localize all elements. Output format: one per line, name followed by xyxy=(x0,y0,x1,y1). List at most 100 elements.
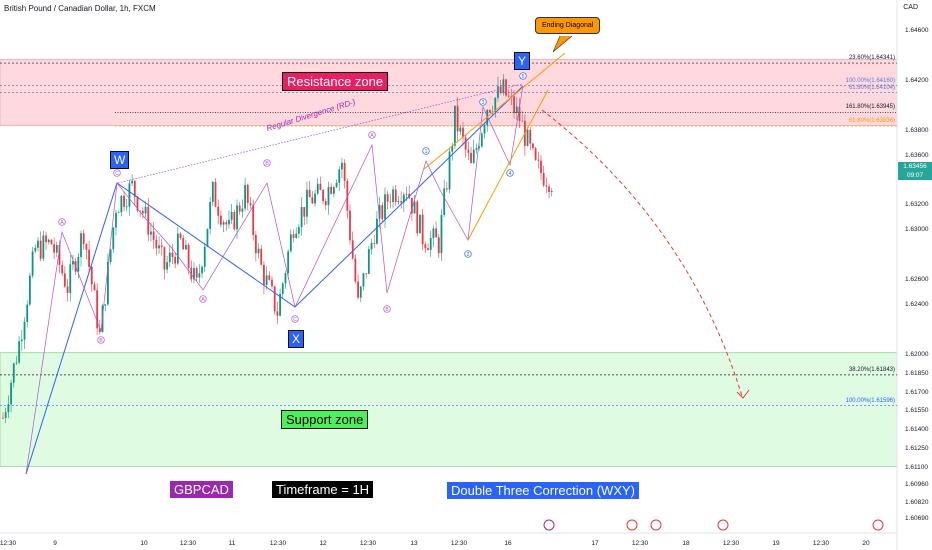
sub-wave-marker xyxy=(113,169,121,177)
sub-wave-label: 4 xyxy=(509,171,512,177)
sub-wave-label: A xyxy=(60,220,64,226)
candle-body xyxy=(279,293,281,316)
candle-body xyxy=(195,268,198,278)
candle-body xyxy=(265,275,268,286)
candle-body xyxy=(400,201,403,203)
candle-body xyxy=(378,205,381,219)
candle-body xyxy=(63,273,66,287)
candle-body xyxy=(206,228,209,247)
candle-body xyxy=(443,188,446,216)
candle-body xyxy=(341,162,343,170)
candle-body xyxy=(198,273,201,278)
candle-body xyxy=(152,231,155,240)
candle-body xyxy=(386,194,389,202)
candle-body xyxy=(128,183,131,207)
wave-y-badge: Y xyxy=(514,52,531,70)
candle-body xyxy=(381,205,384,220)
candle-body xyxy=(351,240,354,259)
candle-body xyxy=(440,215,443,254)
sub-wave-marker xyxy=(464,250,472,258)
candle-body xyxy=(416,201,419,234)
candle-body xyxy=(190,267,193,280)
candle-body xyxy=(144,206,147,214)
candle-body xyxy=(166,262,168,270)
candle-body xyxy=(316,183,319,194)
candle-body xyxy=(454,105,456,146)
candle-body xyxy=(502,79,505,94)
time-tick: 17 xyxy=(591,540,599,547)
candle-body xyxy=(322,190,325,202)
candle-body xyxy=(276,311,279,316)
candle-body xyxy=(456,105,459,132)
candle-body xyxy=(421,214,424,245)
price-tick: 1.64600 xyxy=(905,26,929,34)
candle-body xyxy=(241,208,244,212)
pattern-label: Double Three Correction (WXY) xyxy=(447,482,639,499)
candle-body xyxy=(483,125,486,134)
price-tick: 1.61550 xyxy=(905,407,929,415)
candle-body xyxy=(542,172,545,186)
price-tick: 1.60820 xyxy=(905,498,929,506)
candle-body xyxy=(133,180,136,197)
diagonal-upper xyxy=(422,52,566,171)
candle-body xyxy=(263,264,265,286)
candle-body xyxy=(260,248,263,265)
time-tick: 12:30 xyxy=(269,540,287,547)
wave-x-badge: X xyxy=(288,330,305,348)
candle-body xyxy=(343,162,346,181)
candle-body xyxy=(338,169,341,183)
candle-body xyxy=(26,304,29,322)
candle-body xyxy=(139,210,142,212)
candle-body xyxy=(545,185,548,187)
candle-body xyxy=(405,193,408,195)
candle-body xyxy=(365,273,368,275)
candle-body xyxy=(529,129,532,144)
time-tick: 12:30 xyxy=(0,540,17,547)
time-tick: 9 xyxy=(53,540,57,547)
price-tick: 1.62400 xyxy=(905,301,929,309)
time-tick: 18 xyxy=(682,540,690,547)
candle-body xyxy=(42,235,45,259)
candle-body xyxy=(499,86,502,94)
candle-body xyxy=(117,212,120,214)
sub-wave-marker xyxy=(199,295,207,303)
candle-body xyxy=(462,127,464,138)
candle-body xyxy=(174,256,177,264)
candle-body xyxy=(532,143,534,149)
candle-body xyxy=(29,275,31,305)
sub-wave-label: 5 xyxy=(522,74,525,80)
candle-body xyxy=(373,242,376,244)
sub-wave-label: B xyxy=(265,161,269,167)
candle-body xyxy=(346,180,349,211)
time-tick: 16 xyxy=(504,540,512,547)
candle-body xyxy=(131,180,134,184)
candle-body xyxy=(168,252,171,263)
time-tick: 20 xyxy=(862,540,870,547)
sub-wave-label: 2 xyxy=(467,252,470,258)
sub-wave-label: A xyxy=(201,297,205,303)
candle-body xyxy=(77,256,80,272)
economic-event-icon xyxy=(626,519,638,531)
candle-body xyxy=(82,233,85,244)
candle-body xyxy=(252,205,255,235)
sub-wave-label: A xyxy=(370,133,374,139)
candle-body xyxy=(211,181,214,202)
time-tick: 12:30 xyxy=(631,540,649,547)
sub-wave-marker xyxy=(58,218,66,226)
price-tick: 1.63800 xyxy=(905,126,929,134)
candle-body xyxy=(311,197,314,204)
candle-body xyxy=(23,321,26,340)
candle-body xyxy=(354,258,357,282)
candle-body xyxy=(230,211,233,220)
candle-body xyxy=(185,244,187,250)
candle-body xyxy=(39,240,42,259)
time-tick: 12:30 xyxy=(450,540,468,547)
candle-body xyxy=(515,106,518,113)
candle-body xyxy=(394,189,397,203)
candle-body xyxy=(298,227,300,234)
candle-body xyxy=(104,304,107,306)
candle-body xyxy=(475,148,478,150)
candle-body xyxy=(464,137,467,150)
candle-body xyxy=(526,129,529,146)
